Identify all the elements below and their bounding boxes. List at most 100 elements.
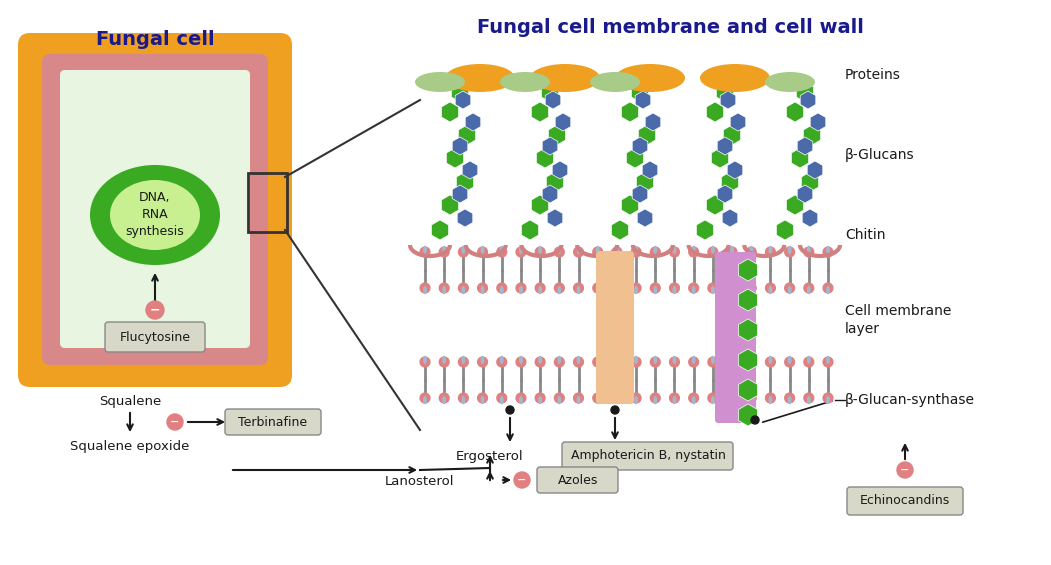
Circle shape [458, 357, 469, 367]
Ellipse shape [442, 356, 446, 364]
Text: β-Glucans: β-Glucans [845, 148, 914, 162]
Polygon shape [452, 137, 468, 155]
Polygon shape [521, 220, 539, 240]
Circle shape [785, 357, 795, 367]
Ellipse shape [590, 72, 640, 92]
Polygon shape [633, 137, 647, 155]
Text: Flucytosine: Flucytosine [120, 331, 190, 344]
Circle shape [574, 247, 583, 257]
Ellipse shape [615, 286, 619, 294]
Circle shape [612, 283, 622, 293]
Polygon shape [810, 113, 826, 131]
Circle shape [708, 283, 718, 293]
Ellipse shape [557, 356, 561, 364]
Polygon shape [706, 102, 724, 122]
FancyBboxPatch shape [60, 70, 250, 348]
Ellipse shape [577, 356, 580, 364]
Circle shape [751, 416, 759, 424]
Circle shape [669, 357, 679, 367]
Polygon shape [777, 220, 794, 240]
Circle shape [823, 357, 832, 367]
Ellipse shape [480, 396, 485, 405]
Polygon shape [636, 172, 654, 192]
Polygon shape [717, 185, 733, 203]
Circle shape [669, 393, 679, 403]
Circle shape [497, 283, 507, 293]
Polygon shape [633, 185, 647, 203]
Polygon shape [797, 82, 813, 102]
Circle shape [555, 247, 564, 257]
Polygon shape [542, 137, 558, 155]
Circle shape [535, 357, 545, 367]
Circle shape [688, 283, 699, 293]
Text: Azoles: Azoles [558, 473, 598, 486]
Polygon shape [637, 209, 653, 227]
Ellipse shape [557, 396, 561, 405]
Ellipse shape [787, 246, 791, 254]
Ellipse shape [730, 396, 734, 405]
Ellipse shape [787, 286, 791, 294]
Polygon shape [786, 195, 804, 215]
Circle shape [593, 393, 602, 403]
Ellipse shape [826, 286, 830, 294]
Ellipse shape [807, 246, 810, 254]
Polygon shape [739, 404, 758, 426]
Ellipse shape [519, 246, 523, 254]
Circle shape [746, 393, 756, 403]
Ellipse shape [710, 356, 715, 364]
Polygon shape [717, 82, 734, 102]
Ellipse shape [654, 356, 657, 364]
Ellipse shape [577, 396, 580, 405]
Polygon shape [441, 195, 458, 215]
Ellipse shape [673, 356, 677, 364]
Circle shape [439, 247, 449, 257]
Ellipse shape [634, 286, 638, 294]
Ellipse shape [730, 286, 734, 294]
Circle shape [746, 357, 756, 367]
Circle shape [823, 283, 832, 293]
Circle shape [746, 247, 756, 257]
Ellipse shape [615, 356, 619, 364]
Ellipse shape [461, 356, 466, 364]
Polygon shape [552, 161, 568, 179]
Circle shape [632, 357, 641, 367]
Text: −: − [170, 417, 180, 427]
Circle shape [535, 393, 545, 403]
Text: DNA,
RNA
synthesis: DNA, RNA synthesis [126, 192, 184, 238]
Polygon shape [706, 195, 724, 215]
Circle shape [593, 357, 602, 367]
Polygon shape [452, 185, 468, 203]
Ellipse shape [615, 246, 619, 254]
FancyBboxPatch shape [105, 322, 205, 352]
FancyBboxPatch shape [562, 442, 733, 470]
Ellipse shape [424, 286, 427, 294]
Circle shape [804, 393, 813, 403]
Circle shape [574, 393, 583, 403]
Text: Fungal cell membrane and cell wall: Fungal cell membrane and cell wall [476, 18, 864, 37]
FancyBboxPatch shape [42, 54, 268, 365]
Polygon shape [803, 125, 821, 145]
Ellipse shape [577, 286, 580, 294]
Polygon shape [549, 125, 565, 145]
Polygon shape [739, 379, 758, 401]
FancyBboxPatch shape [225, 409, 321, 435]
Polygon shape [791, 148, 808, 168]
Ellipse shape [442, 246, 446, 254]
Ellipse shape [826, 396, 830, 405]
Ellipse shape [654, 396, 657, 405]
Ellipse shape [673, 286, 677, 294]
Circle shape [785, 393, 795, 403]
Circle shape [688, 357, 699, 367]
Circle shape [593, 283, 602, 293]
Polygon shape [798, 137, 812, 155]
FancyBboxPatch shape [715, 252, 756, 423]
Polygon shape [642, 161, 658, 179]
Ellipse shape [692, 356, 696, 364]
Text: Fungal cell: Fungal cell [96, 30, 214, 49]
FancyBboxPatch shape [847, 487, 963, 515]
Text: Amphotericin B, nystatin: Amphotericin B, nystatin [571, 450, 725, 463]
Ellipse shape [538, 356, 542, 364]
Circle shape [708, 357, 718, 367]
Polygon shape [548, 209, 562, 227]
Ellipse shape [557, 286, 561, 294]
